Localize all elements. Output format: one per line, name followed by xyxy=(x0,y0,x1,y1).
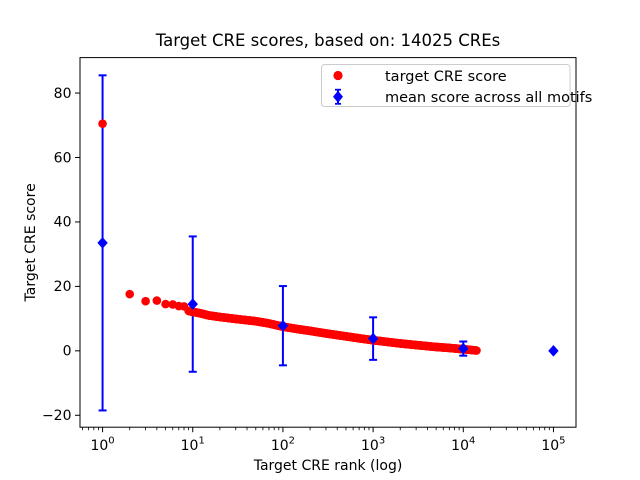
mean-score-diamond xyxy=(97,237,108,249)
x-tick-label: 104 xyxy=(451,436,475,455)
target-score-band-point xyxy=(472,346,481,355)
target-score-point xyxy=(152,296,162,305)
legend-diamond-errorbar-icon xyxy=(333,88,343,105)
y-axis-label: Target CRE score xyxy=(23,183,39,302)
y-tick-label: 80 xyxy=(54,86,72,102)
x-tick-label: 102 xyxy=(271,436,295,455)
mean-score-diamond xyxy=(458,342,469,355)
legend: target CRE score mean score across all m… xyxy=(321,64,592,107)
legend-label-mean: mean score across all motifs xyxy=(385,90,592,106)
mean-score-diamond xyxy=(277,319,289,332)
axis-ticks: −20 0 20 40 60 80 100 101 102 103 104 105 xyxy=(42,86,566,454)
mean-score-diamond xyxy=(187,298,198,310)
y-tick-label: 0 xyxy=(63,344,72,360)
target-score-point xyxy=(141,296,150,306)
x-tick-label: 101 xyxy=(181,436,205,455)
y-tick-label: 40 xyxy=(54,215,72,231)
legend-circle-marker-icon xyxy=(333,70,343,81)
y-tick-label: 60 xyxy=(54,150,72,166)
chart-title: Target CRE scores, based on: 14025 CREs xyxy=(155,31,501,50)
target-score-point xyxy=(125,289,135,299)
x-tick-label: 103 xyxy=(361,436,385,455)
mean-score-diamond xyxy=(548,345,559,357)
x-tick-label: 100 xyxy=(90,436,114,455)
y-tick-label: 20 xyxy=(54,279,72,295)
legend-label-target: target CRE score xyxy=(385,69,507,85)
x-axis-label: Target CRE rank (log) xyxy=(253,458,403,474)
mean-score-diamond xyxy=(367,332,379,345)
target-score-point xyxy=(98,119,107,128)
y-tick-label: −20 xyxy=(42,408,72,424)
mean-score-markers xyxy=(97,237,559,357)
plot-frame xyxy=(79,57,577,428)
x-tick-label: 105 xyxy=(541,436,565,455)
target-score-point xyxy=(161,299,170,309)
target-score-series xyxy=(98,119,481,355)
legend-box xyxy=(321,64,571,107)
